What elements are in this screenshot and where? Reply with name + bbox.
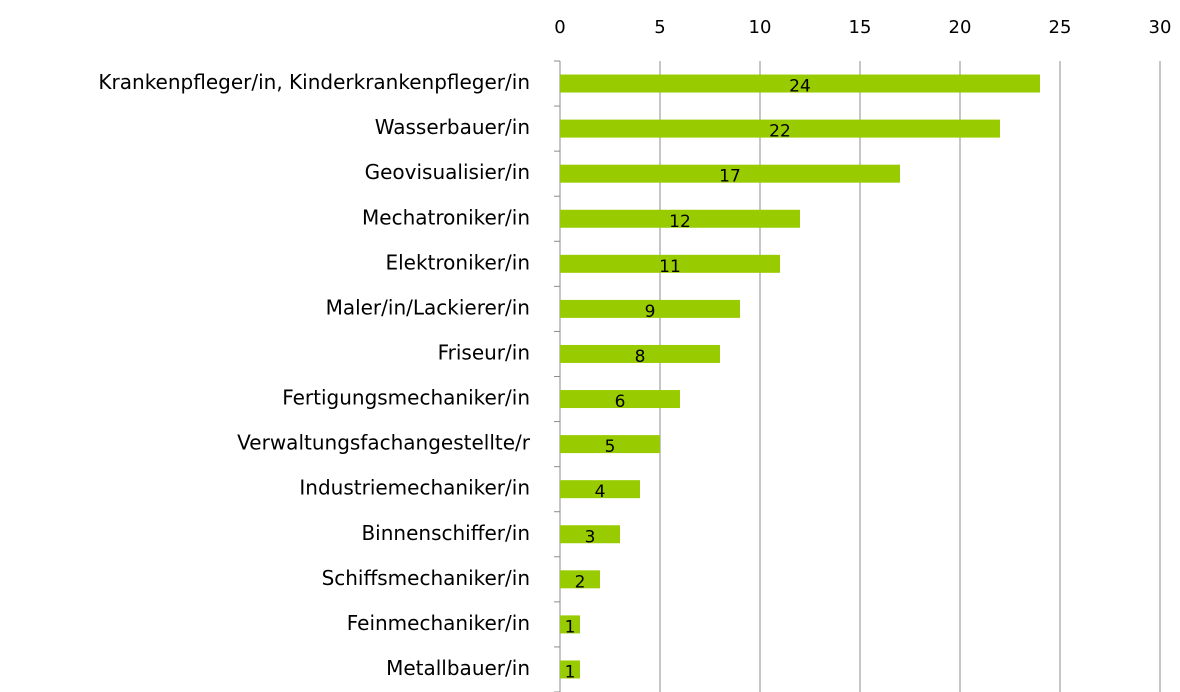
bar <box>560 570 600 589</box>
bar <box>560 74 1040 93</box>
x-tick-label: 15 <box>849 17 872 38</box>
data-label: 4 <box>595 482 606 502</box>
bar <box>560 164 900 183</box>
x-tick-label: 0 <box>554 17 565 38</box>
data-label: 3 <box>585 527 596 547</box>
bar <box>560 209 800 228</box>
data-label: 1 <box>565 662 576 682</box>
bar <box>560 480 640 499</box>
y-tick-label: Binnenschiffer/in <box>361 521 530 545</box>
x-tick-label: 10 <box>749 17 772 38</box>
x-tick-label: 30 <box>1149 17 1172 38</box>
bar <box>560 660 580 679</box>
x-tick-label: 25 <box>1049 17 1072 38</box>
y-tick-label: Industriemechaniker/in <box>299 476 530 500</box>
bar <box>560 344 720 363</box>
data-label: 6 <box>615 392 626 412</box>
y-tick-label: Feinmechaniker/in <box>347 611 530 635</box>
y-tick-label: Wasserbauer/in <box>375 115 530 139</box>
data-label: 11 <box>659 257 681 277</box>
y-tick-label: Friseur/in <box>438 340 530 364</box>
x-tick-label: 20 <box>949 17 972 38</box>
y-tick-label: Metallbauer/in <box>386 656 530 680</box>
data-label: 12 <box>669 212 691 232</box>
data-label: 8 <box>635 347 646 367</box>
y-tick-label: Fertigungsmechaniker/in <box>282 386 530 410</box>
data-label: 22 <box>769 122 791 142</box>
y-tick-label: Verwaltungsfachangestellte/r <box>237 431 531 455</box>
data-label: 24 <box>789 77 811 97</box>
bar <box>560 299 740 318</box>
y-tick-label: Mechatroniker/in <box>362 205 530 229</box>
bar <box>560 435 660 454</box>
y-tick-label: Krankenpfleger/in, Kinderkrankenpfleger/… <box>98 70 530 94</box>
y-tick-label: Elektroniker/in <box>385 250 530 274</box>
bar <box>560 615 580 634</box>
bar <box>560 254 780 273</box>
y-tick-label: Maler/in/Lackierer/in <box>326 295 530 319</box>
bar <box>560 525 620 544</box>
bar <box>560 390 680 409</box>
data-label: 9 <box>645 302 656 322</box>
data-label: 5 <box>605 437 616 457</box>
data-label: 17 <box>719 167 741 187</box>
y-tick-label: Geovisualisier/in <box>365 160 530 184</box>
x-tick-label: 5 <box>654 17 665 38</box>
bar <box>560 119 1000 138</box>
data-label: 2 <box>575 572 586 592</box>
y-tick-label: Schiffsmechaniker/in <box>322 566 530 590</box>
data-label: 1 <box>565 617 576 637</box>
